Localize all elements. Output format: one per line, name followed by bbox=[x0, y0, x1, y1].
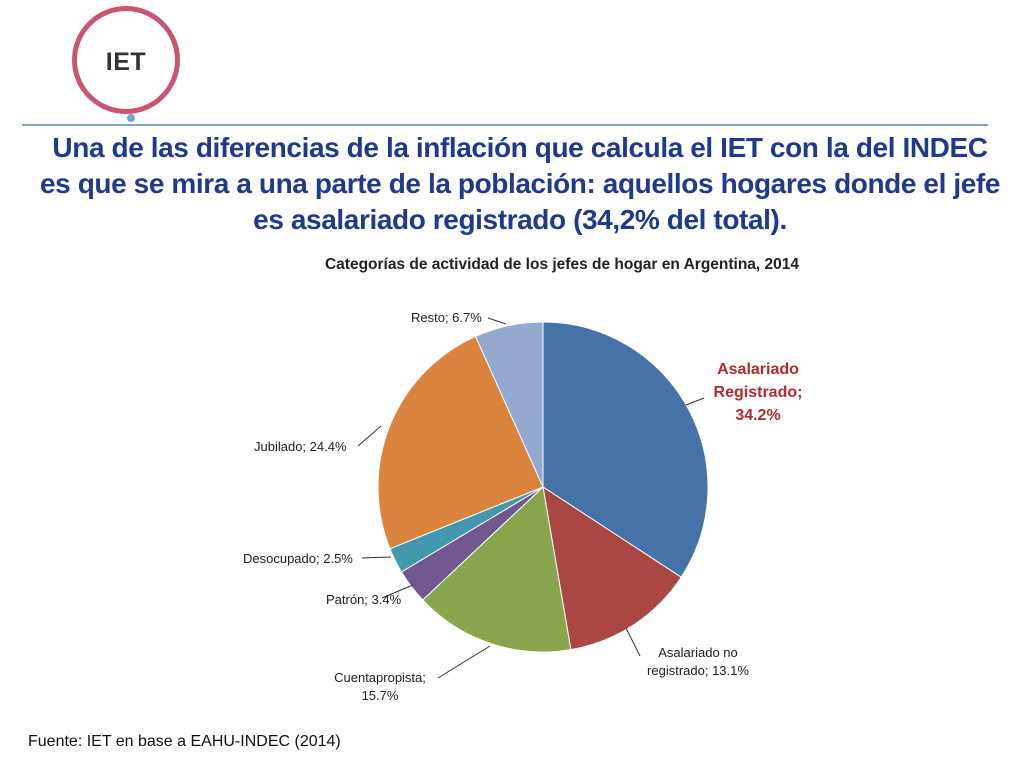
slice-label-asalariado-no-registrado: Asalariado no registrado; 13.1% bbox=[640, 644, 756, 680]
label-line: Registrado; bbox=[713, 384, 803, 401]
leader-line-1 bbox=[625, 627, 641, 657]
pie-slice-cuentapropista bbox=[422, 485, 572, 653]
label-line: 34.2% bbox=[735, 407, 781, 424]
label-line: Cuentapropista; bbox=[334, 670, 426, 685]
leader-line-5 bbox=[357, 425, 382, 447]
slice-label-jubilado: Jubilado; 24.4% bbox=[254, 438, 347, 456]
slice-label-asalariado-registrado: Asalariado Registrado; 34.2% bbox=[706, 358, 810, 427]
label-line: registrado; 13.1% bbox=[647, 663, 749, 678]
label-line: Patrón; 3.4% bbox=[326, 592, 402, 607]
page-headline: Una de las diferencias de la inflación q… bbox=[40, 132, 1001, 235]
slice-label-desocupado: Desocupado; 2.5% bbox=[243, 550, 353, 568]
leader-line-3 bbox=[381, 584, 414, 599]
logo-text: IET bbox=[105, 48, 147, 76]
chart-title: Categorías de actividad de los jefes de … bbox=[324, 256, 800, 273]
label-line: 15.7% bbox=[361, 688, 399, 703]
label-line: Asalariado bbox=[717, 361, 799, 378]
source-note: Fuente: IET en base a EAHU-INDEC (2014) bbox=[28, 733, 341, 750]
label-line: Resto; 6.7% bbox=[411, 310, 482, 325]
pie-slice-jubilado bbox=[377, 335, 544, 550]
pie-slice-asalariado-no-registrado bbox=[542, 485, 682, 651]
leader-line-4 bbox=[361, 556, 392, 559]
leader-line-0 bbox=[685, 397, 705, 406]
leader-line-2 bbox=[437, 645, 491, 679]
slice-label-patron: Patrón; 3.4% bbox=[326, 591, 401, 609]
header-divider bbox=[22, 124, 988, 126]
leader-line-6 bbox=[487, 317, 507, 325]
label-line: Desocupado; 2.5% bbox=[243, 551, 353, 566]
pie-slice-resto bbox=[474, 321, 544, 488]
label-line: Asalariado no bbox=[658, 645, 738, 660]
logo-dot bbox=[127, 114, 135, 122]
logo-ring bbox=[72, 6, 180, 114]
slice-label-resto: Resto; 6.7% bbox=[411, 309, 482, 327]
slice-label-cuentapropista: Cuentapropista; 15.7% bbox=[322, 669, 438, 705]
label-line: Jubilado; 24.4% bbox=[254, 439, 347, 454]
